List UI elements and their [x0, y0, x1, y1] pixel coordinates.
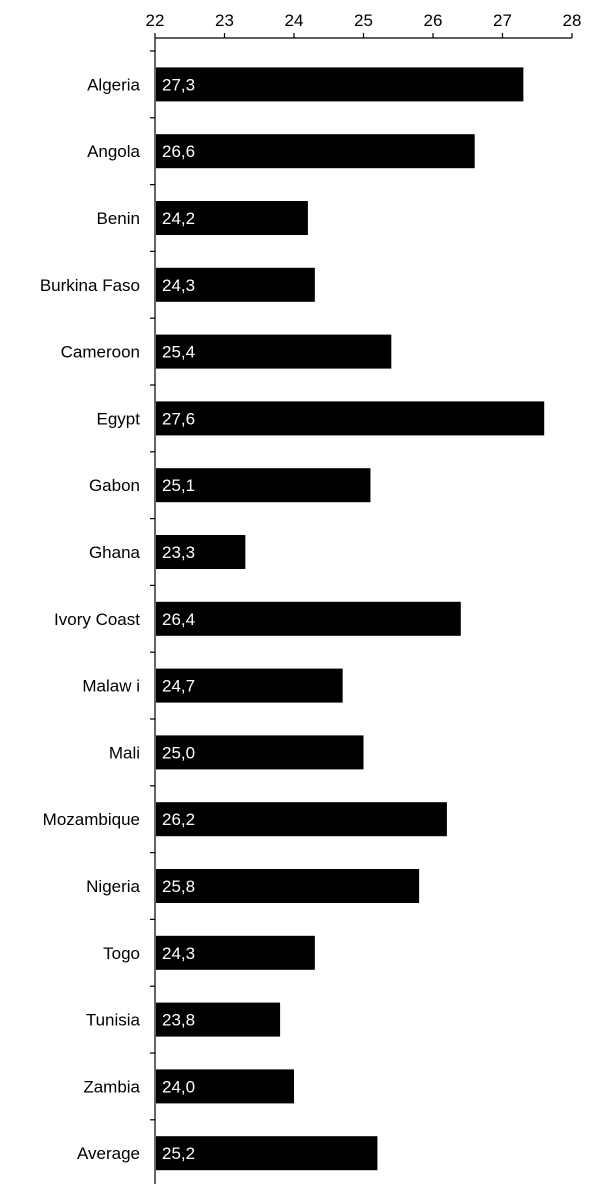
category-label: Gabon — [89, 476, 140, 495]
bar — [156, 67, 524, 102]
bar — [156, 1002, 281, 1037]
bar — [156, 401, 545, 436]
data-label: 25,8 — [162, 877, 195, 896]
y-axis — [150, 38, 156, 1184]
category-label: Mozambique — [43, 810, 140, 829]
data-label: 24,2 — [162, 209, 195, 228]
x-tick-label: 25 — [354, 11, 373, 30]
bar — [156, 668, 343, 703]
data-label: 27,6 — [162, 409, 195, 428]
data-label: 23,8 — [162, 1011, 195, 1030]
x-tick-label: 28 — [563, 11, 582, 30]
category-label: Egypt — [97, 409, 141, 428]
data-label: 25,2 — [162, 1144, 195, 1163]
category-label: Algeria — [87, 75, 140, 94]
bar — [156, 134, 475, 169]
data-label: 26,6 — [162, 142, 195, 161]
category-label: Nigeria — [86, 877, 140, 896]
x-tick-label: 27 — [493, 11, 512, 30]
data-label: 26,4 — [162, 610, 195, 629]
x-axis: 22 23 24 25 26 27 28 — [146, 11, 582, 39]
data-label: 25,4 — [162, 343, 195, 362]
bars — [156, 67, 545, 1171]
data-label: 24,3 — [162, 276, 195, 295]
category-label: Tunisia — [86, 1011, 141, 1030]
data-label: 24,3 — [162, 944, 195, 963]
bar — [156, 468, 371, 503]
data-label: 24,0 — [162, 1077, 195, 1096]
data-label: 25,0 — [162, 743, 195, 762]
x-tick-label: 23 — [215, 11, 234, 30]
data-label: 26,2 — [162, 810, 195, 829]
category-label: Zambia — [83, 1077, 140, 1096]
bar — [156, 535, 246, 569]
data-label: 24,7 — [162, 677, 195, 696]
category-label: Togo — [103, 944, 140, 963]
category-labels: Algeria Angola Benin Burkina Faso Cameroon Eg… — [40, 75, 141, 1163]
category-label: Mali — [109, 743, 140, 762]
x-tick-label: 24 — [285, 11, 304, 30]
x-tick-label: 22 — [146, 11, 165, 30]
bar — [156, 201, 308, 235]
category-label: Average — [77, 1144, 140, 1163]
category-label: Cameroon — [61, 343, 140, 362]
category-label: Ghana — [89, 543, 141, 562]
data-label: 27,3 — [162, 75, 195, 94]
bar — [156, 869, 420, 903]
bar — [156, 935, 315, 970]
category-label: Ivory Coast — [54, 610, 140, 629]
bar — [156, 1069, 294, 1104]
bar — [156, 267, 315, 302]
bar — [156, 802, 447, 837]
category-label: Malaw i — [82, 677, 140, 696]
x-tick-label: 26 — [424, 11, 443, 30]
bar — [156, 735, 364, 770]
data-label: 25,1 — [162, 476, 195, 495]
bar — [156, 334, 392, 369]
bar — [156, 601, 461, 636]
category-label: Angola — [87, 142, 140, 161]
data-labels: 27,3 26,6 24,2 24,3 25,4 27,6 25,1 23,3 26,4 24,7… — [162, 75, 195, 1163]
category-label: Benin — [97, 209, 140, 228]
category-label: Burkina Faso — [40, 276, 140, 295]
bar — [156, 1136, 378, 1171]
data-label: 23,3 — [162, 543, 195, 562]
